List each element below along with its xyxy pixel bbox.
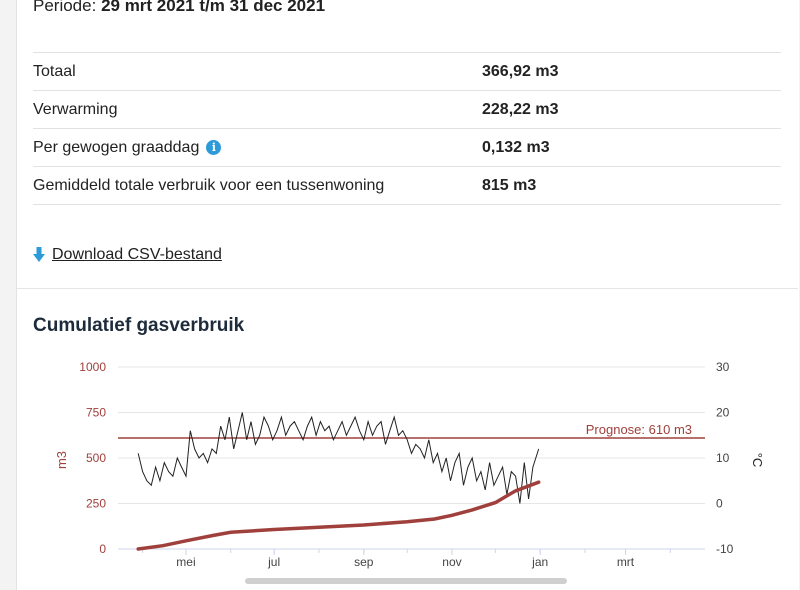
y-left-tick-label: 750: [86, 406, 106, 420]
x-tick-label: nov: [442, 555, 461, 569]
x-tick-label: jul: [267, 555, 280, 569]
y-left-tick-label: 0: [99, 542, 106, 556]
x-tick-label: jan: [531, 555, 548, 569]
y-right-tick-label: -10: [716, 542, 734, 556]
y-left-tick-label: 500: [86, 451, 106, 465]
y-left-tick-label: 1000: [79, 360, 106, 374]
y-right-tick-label: 30: [716, 360, 730, 374]
chart-axes: m3 °C: [54, 451, 765, 555]
y-left-axis-title: m3: [54, 451, 69, 469]
y-left-tick-label: 250: [86, 497, 106, 511]
x-tick-label: sep: [354, 555, 374, 569]
prognose-label: Prognose: 610 m3: [586, 422, 692, 437]
chart-ticks: 0 250 500 750 1000 -10 0 10 20 30 mei jul sep nov jan m…: [79, 360, 733, 569]
x-tick-label: mrt: [617, 555, 635, 569]
horizontal-scrollbar[interactable]: [245, 578, 567, 584]
y-right-tick-label: 10: [716, 451, 730, 465]
y-right-axis-title: °C: [750, 453, 765, 468]
gas-series-line: [138, 482, 539, 549]
y-right-tick-label: 0: [716, 497, 723, 511]
x-tick-label: mei: [176, 555, 195, 569]
y-right-tick-label: 20: [716, 406, 730, 420]
